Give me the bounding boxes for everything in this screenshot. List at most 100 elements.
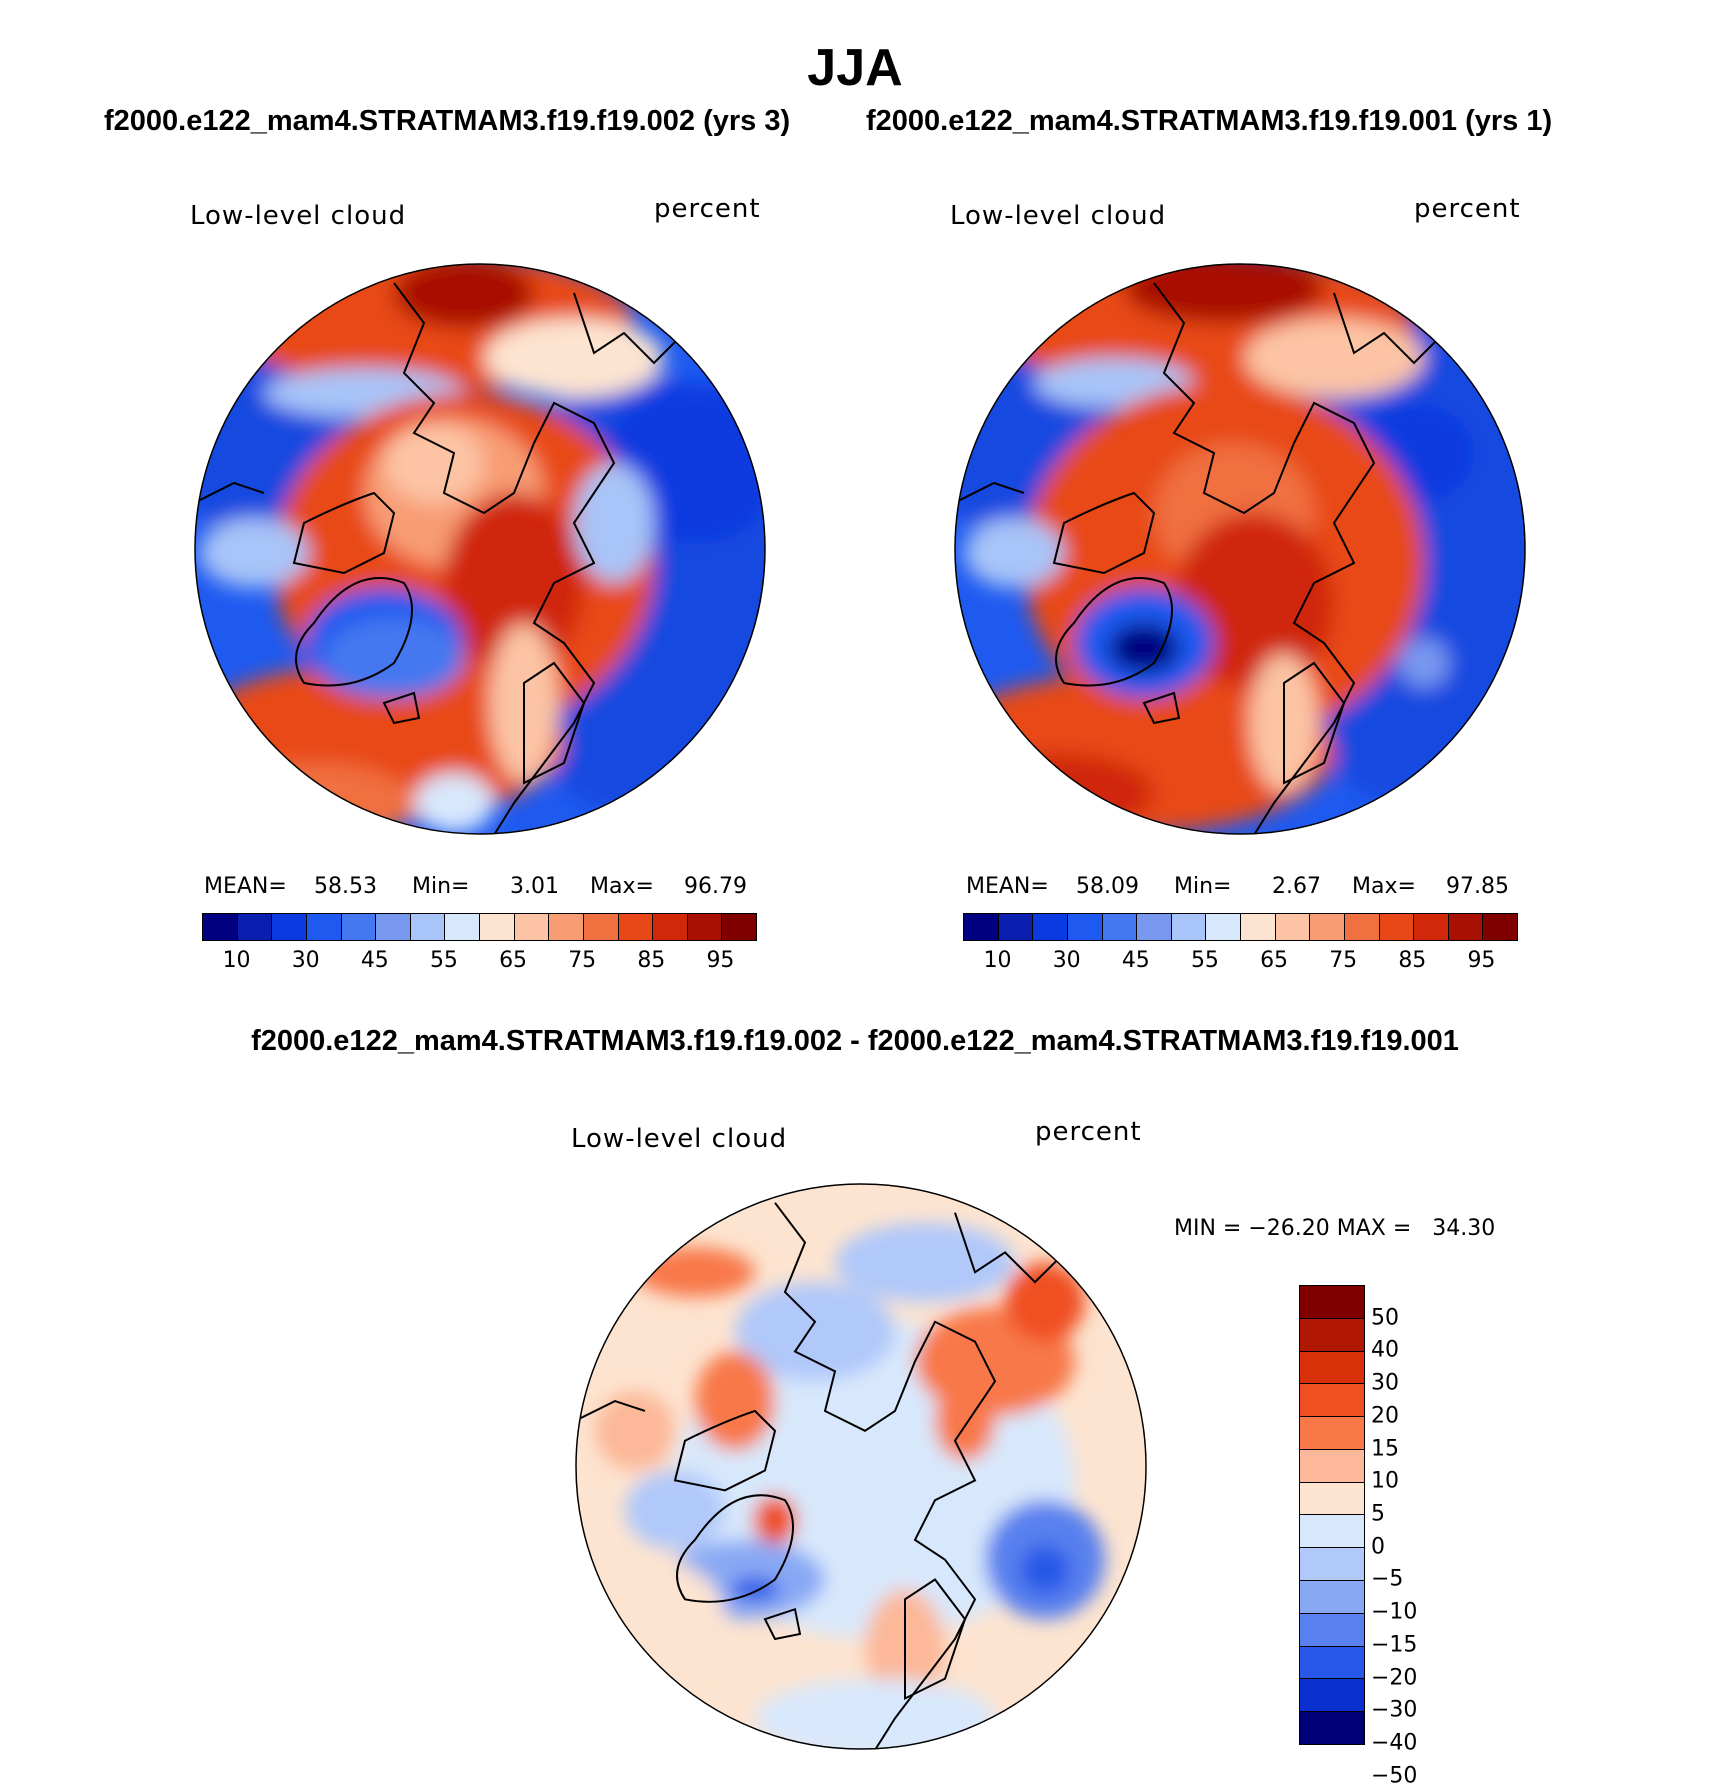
panel1-max-value: 96.79 [684,874,747,899]
colorbar-swatch [549,914,584,940]
colorbar-swatch [272,914,307,940]
colorbar-swatch [1414,914,1449,940]
colorbar-tick-label: 5 [1371,1501,1385,1527]
colorbar-swatch [1300,1548,1364,1582]
diff-colorbar [1299,1285,1365,1745]
colorbar-swatch [1300,1286,1364,1319]
colorbar-tick-label: 0 [1371,1534,1385,1560]
diff-units-label: percent [1035,1117,1142,1147]
panel2-colorbar [963,913,1518,941]
colorbar-swatch [1137,914,1172,940]
panel1-min-value: 3.01 [510,874,559,899]
panel2-mean-label: MEAN= [966,874,1049,899]
colorbar-swatch [306,914,342,940]
colorbar-swatch [1300,1417,1364,1450]
colorbar-tick-label: 95 [1467,948,1496,973]
colorbar-tick-label: 45 [360,948,389,973]
colorbar-swatch [237,914,273,940]
colorbar-swatch [1344,914,1380,940]
colorbar-tick-label: 85 [637,948,666,973]
panel2-polar-map [954,263,1526,835]
colorbar-tick-label: 55 [429,948,458,973]
panel1-variable-label: Low-level cloud [190,201,407,231]
colorbar-tick-label: 10 [1371,1468,1399,1494]
colorbar-tick-label: 85 [1398,948,1427,973]
panel2-min-label: Min= [1174,874,1232,899]
panel2-mean-value: 58.09 [1076,874,1139,899]
colorbar-swatch [687,914,723,940]
colorbar-tick-label: 20 [1371,1403,1399,1429]
colorbar-swatch [1448,914,1484,940]
colorbar-swatch [203,914,238,940]
colorbar-swatch [964,914,999,940]
colorbar-swatch [341,914,377,940]
colorbar-tick-label: −50 [1371,1763,1418,1788]
colorbar-tick-label: 45 [1121,948,1150,973]
colorbar-swatch [1300,1613,1364,1647]
colorbar-swatch [1171,914,1207,940]
colorbar-tick-label: 30 [291,948,320,973]
panel1-mean-value: 58.53 [314,874,377,899]
colorbar-tick-label: 10 [222,948,251,973]
colorbar-swatch [410,914,446,940]
colorbar-tick-label: −20 [1371,1665,1418,1691]
colorbar-swatch [1300,1318,1364,1352]
panel2-units-label: percent [1414,194,1521,224]
colorbar-tick-label: −30 [1371,1697,1418,1723]
colorbar-tick-label: −40 [1371,1730,1418,1756]
colorbar-swatch [1300,1679,1364,1713]
colorbar-swatch [583,914,619,940]
colorbar-swatch [998,914,1034,940]
colorbar-swatch [1300,1384,1364,1418]
panel1-max-label: Max= [590,874,654,899]
panel2-max-label: Max= [1352,874,1416,899]
colorbar-swatch [1483,914,1517,940]
colorbar-tick-label: −5 [1371,1566,1404,1592]
diff-minmax: MIN = −26.20 MAX = 34.30 [1174,1216,1496,1241]
panel1-mean-label: MEAN= [204,874,287,899]
colorbar-swatch [1102,914,1138,940]
colorbar-swatch [376,914,411,940]
colorbar-swatch [1033,914,1068,940]
case-title-right: f2000.e122_mam4.STRATMAM3.f19.f19.001 (y… [866,105,1553,137]
colorbar-tick-label: 75 [1329,948,1358,973]
panel1-polar-map [194,263,766,835]
colorbar-tick-label: 50 [1371,1305,1399,1331]
colorbar-tick-label: 55 [1190,948,1219,973]
colorbar-tick-label: −10 [1371,1599,1418,1625]
colorbar-tick-label: 40 [1371,1337,1399,1363]
colorbar-swatch [722,914,756,940]
colorbar-tick-label: −15 [1371,1632,1418,1658]
panel2-variable-label: Low-level cloud [950,201,1167,231]
colorbar-tick-label: 75 [568,948,597,973]
colorbar-swatch [514,914,550,940]
panel1-units-label: percent [654,194,761,224]
colorbar-swatch [1300,1712,1364,1744]
colorbar-tick-label: 30 [1052,948,1081,973]
colorbar-swatch [480,914,515,940]
colorbar-tick-label: 95 [706,948,735,973]
colorbar-tick-label: 30 [1371,1370,1399,1396]
panel1-colorbar [202,913,757,941]
colorbar-tick-label: 10 [983,948,1012,973]
diff-polar-map [575,1183,1147,1750]
colorbar-swatch [445,914,480,940]
colorbar-swatch [1300,1449,1364,1483]
case-title-left: f2000.e122_mam4.STRATMAM3.f19.f19.002 (y… [104,105,791,137]
panel2-max-value: 97.85 [1446,874,1509,899]
colorbar-swatch [618,914,654,940]
colorbar-swatch [1241,914,1276,940]
colorbar-swatch [1300,1646,1364,1680]
colorbar-swatch [1300,1581,1364,1614]
diff-variable-label: Low-level cloud [571,1124,788,1154]
colorbar-swatch [1275,914,1311,940]
colorbar-swatch [653,914,688,940]
colorbar-swatch [1067,914,1103,940]
colorbar-tick-label: 65 [1260,948,1289,973]
diff-title: f2000.e122_mam4.STRATMAM3.f19.f19.002 - … [251,1025,1459,1057]
colorbar-swatch [1300,1482,1364,1516]
colorbar-swatch [1300,1515,1364,1549]
colorbar-swatch [1310,914,1345,940]
colorbar-swatch [1300,1351,1364,1385]
panel2-min-value: 2.67 [1272,874,1321,899]
